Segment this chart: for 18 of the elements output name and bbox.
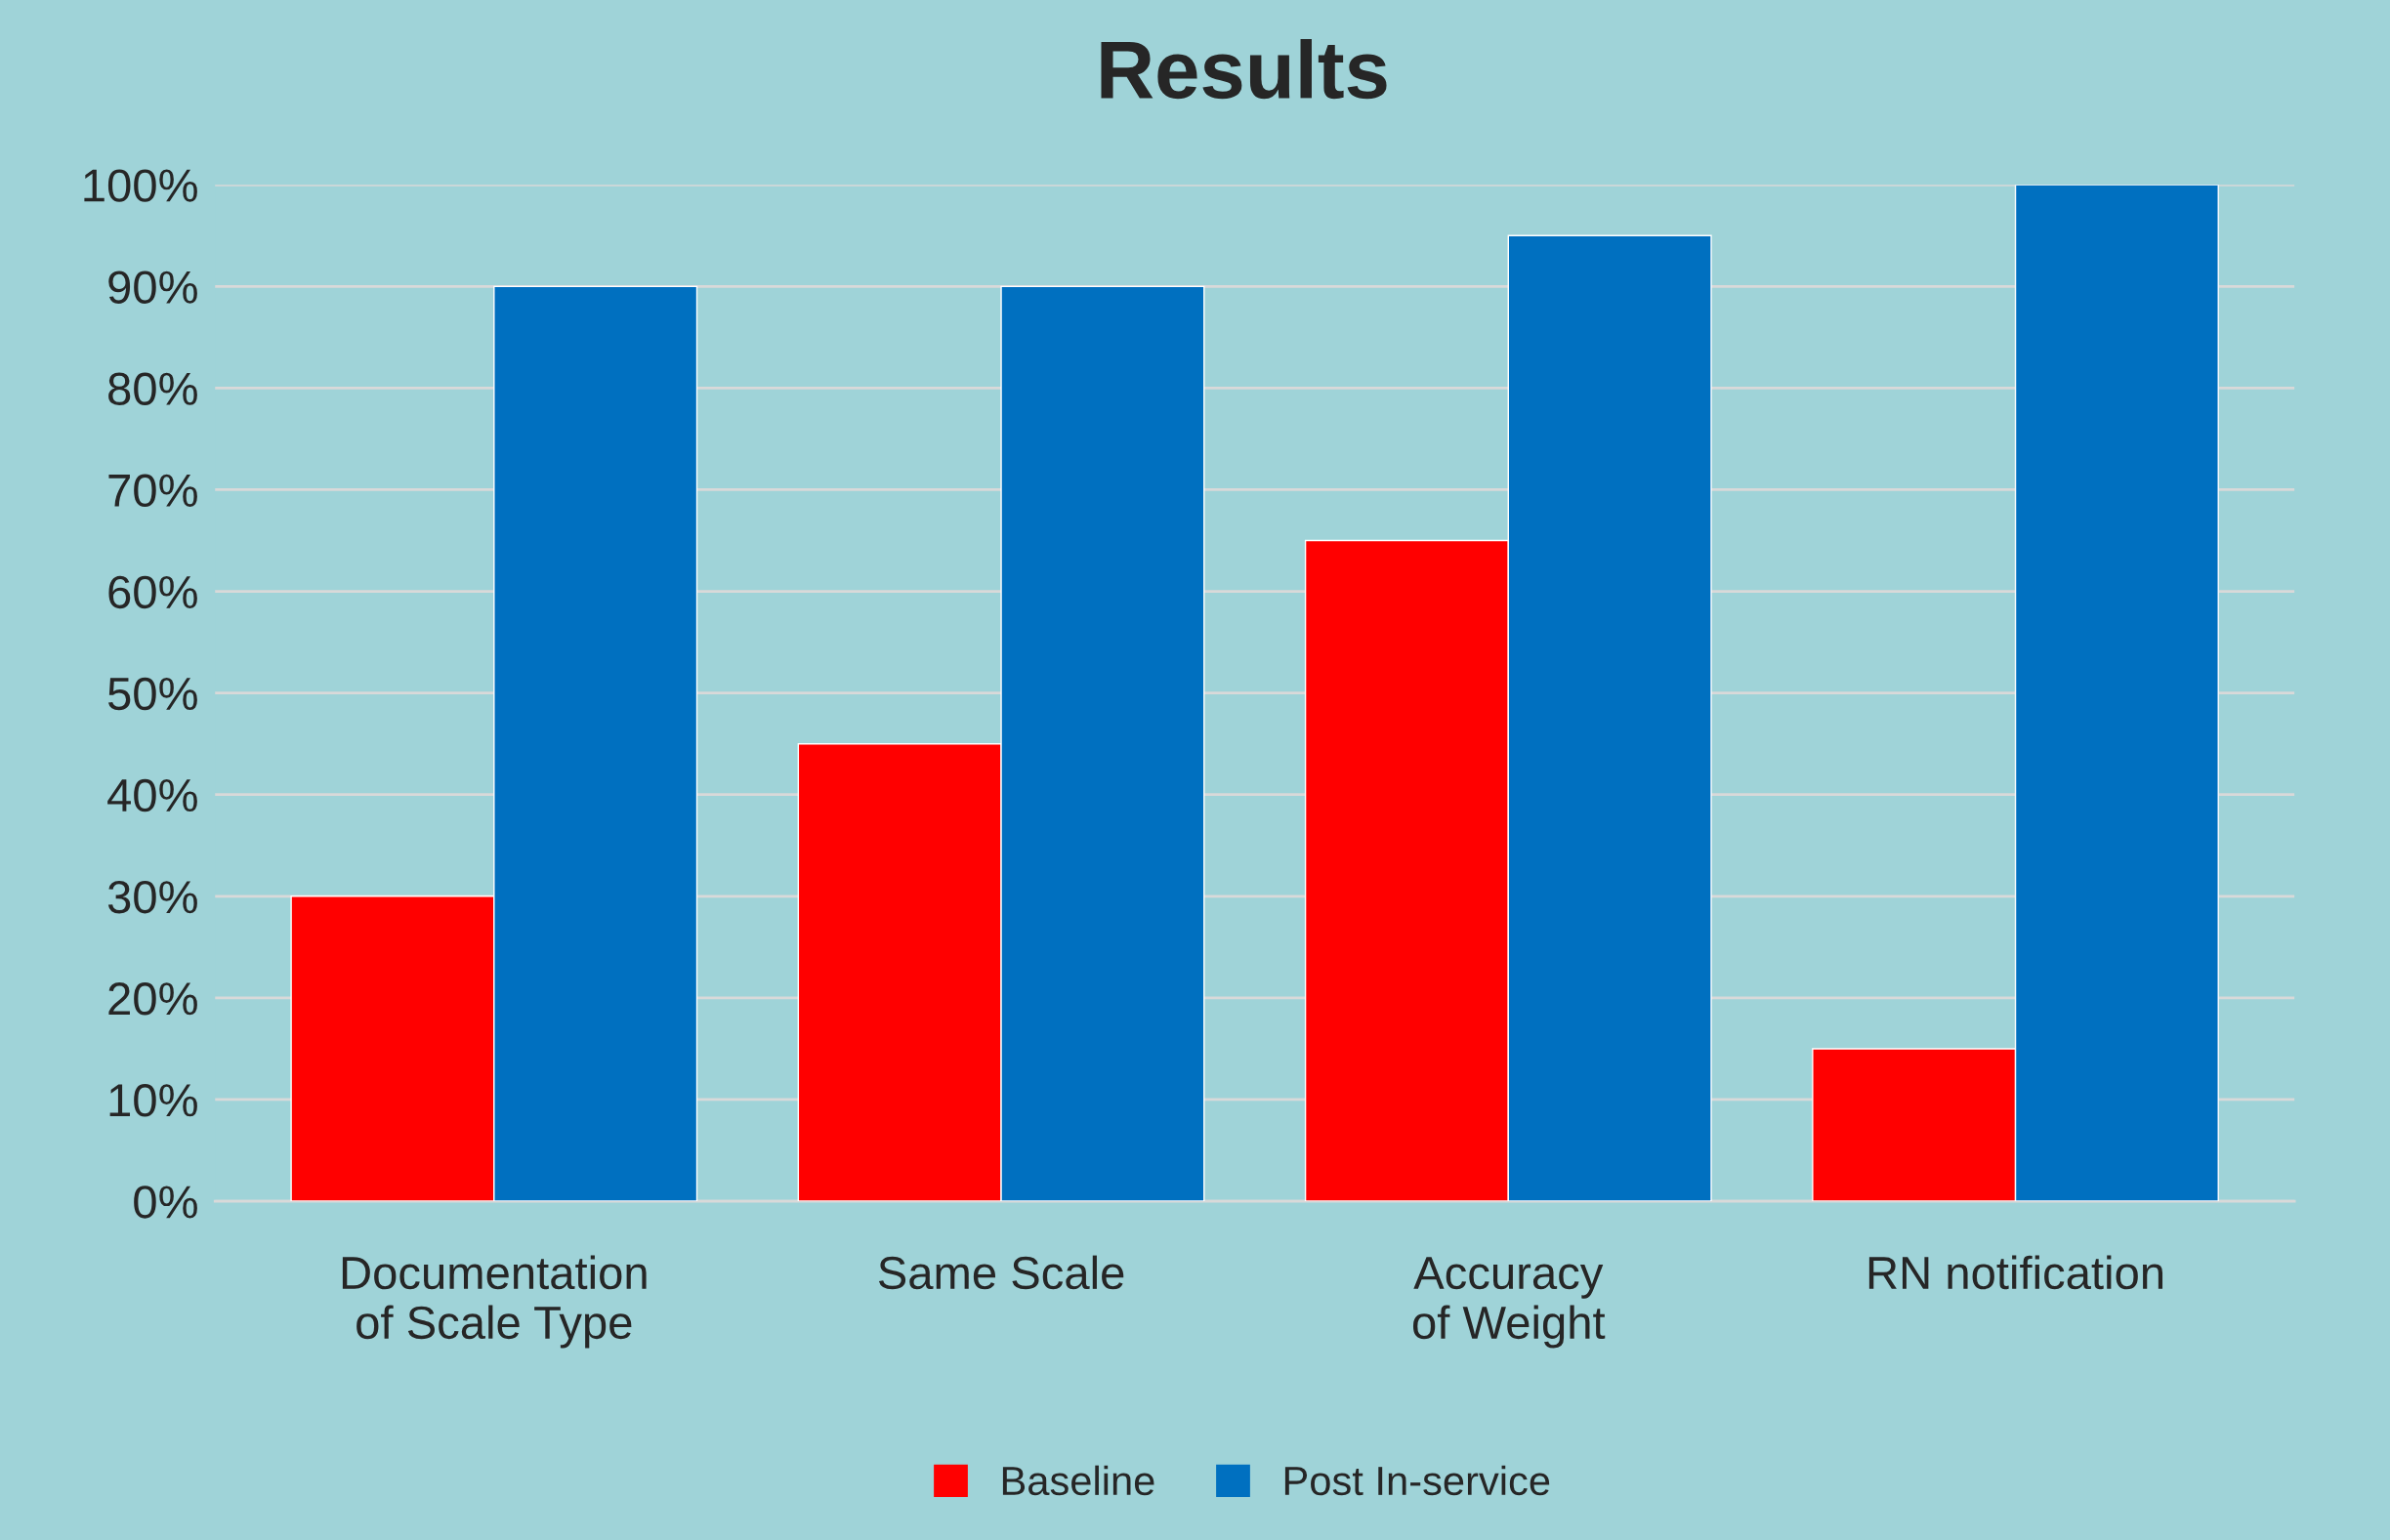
y-tick-label: 80%	[108, 372, 197, 405]
x-tick-label: Accuracy of Weight	[1412, 1257, 1606, 1349]
legend-label: Post In-service	[1284, 1465, 1550, 1496]
y-tick-label: 100%	[84, 169, 197, 202]
y-tick-label: 20%	[108, 982, 197, 1016]
y-tick-label: 0%	[134, 1186, 197, 1219]
y-tick-label: 10%	[109, 1084, 197, 1117]
y-tick-label: 60%	[108, 575, 197, 609]
y-tick-label: 70%	[108, 474, 197, 508]
chart-title: Results	[1101, 39, 1387, 100]
y-tick-label: 90%	[108, 271, 197, 304]
y-tick-label: 40%	[107, 778, 197, 812]
x-tick-label: Documentation of Scale Type	[342, 1255, 647, 1349]
y-tick-label: 30%	[107, 880, 197, 914]
x-tick-label: Same Scale	[878, 1255, 1124, 1290]
y-tick-label: 50%	[107, 677, 197, 711]
x-tick-label: RN notification	[1868, 1255, 2163, 1290]
legend-label: Baseline	[1002, 1465, 1154, 1496]
